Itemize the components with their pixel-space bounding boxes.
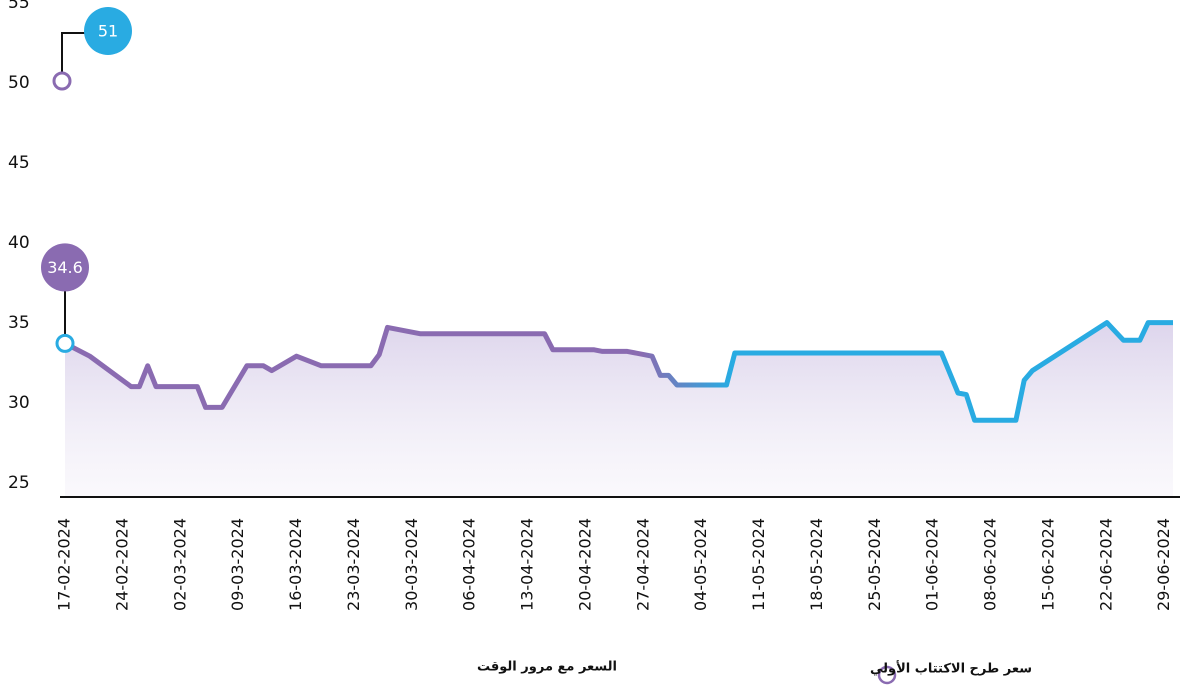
y-tick-label: 30 [8, 393, 30, 413]
data-label: 34.6 [47, 258, 83, 277]
x-tick-label: 02-03-2024 [170, 518, 189, 611]
y-tick-label: 50 [8, 73, 30, 93]
connector [61, 32, 87, 73]
legend-label: السعر مع مرور الوقت [477, 660, 617, 675]
x-tick-label: 18-05-2024 [807, 518, 826, 611]
y-tick-label: 55 [8, 0, 30, 13]
y-tick-label: 40 [8, 233, 30, 253]
price-line [63, 320, 1173, 423]
x-tick-label: 22-06-2024 [1096, 518, 1115, 611]
y-tick-label: 25 [8, 473, 30, 493]
x-tick-label: 23-03-2024 [344, 518, 363, 611]
y-tick-label: 35 [8, 313, 30, 333]
x-tick-label: 04-05-2024 [691, 518, 710, 611]
x-tick-label: 11-05-2024 [749, 518, 768, 611]
x-tick-label: 25-05-2024 [865, 518, 884, 611]
x-tick-label: 29-06-2024 [1154, 518, 1173, 611]
area [65, 322, 1173, 497]
x-tick-label: 06-04-2024 [460, 518, 479, 611]
x-tick-label: 17-02-2024 [55, 518, 74, 611]
bubble [84, 7, 132, 55]
ipo-marker [52, 71, 72, 91]
x-tick-label: 08-06-2024 [981, 518, 1000, 611]
start-marker [55, 333, 75, 353]
data-label: 51 [98, 22, 118, 41]
x-tick-label: 27-04-2024 [633, 518, 652, 611]
x-tick-label: 09-03-2024 [228, 518, 247, 611]
x-tick-label: 15-06-2024 [1038, 518, 1057, 611]
x-tick-label: 30-03-2024 [402, 518, 421, 611]
x-tick-label: 16-03-2024 [286, 518, 305, 611]
y-tick-label: 45 [8, 153, 30, 173]
x-tick-label: 20-04-2024 [575, 518, 594, 611]
x-tick-label: 01-06-2024 [923, 518, 942, 611]
x-tick-label: 24-02-2024 [112, 518, 131, 611]
x-tick-label: 13-04-2024 [518, 518, 537, 611]
legend-marker [877, 665, 897, 685]
bubble [41, 243, 89, 292]
legend-label: سعر طرح الاكتتاب الأولي [870, 660, 1032, 677]
